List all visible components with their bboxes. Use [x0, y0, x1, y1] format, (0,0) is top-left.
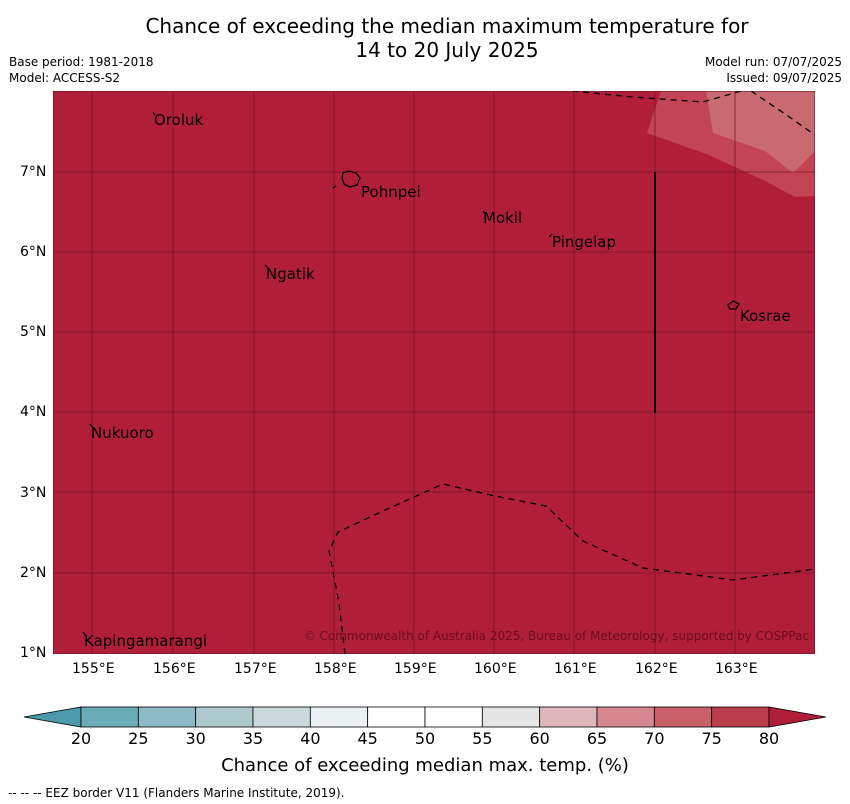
lon-tick-160e: 160°E — [474, 661, 517, 677]
colorbar-segment — [424, 706, 483, 728]
colorbar-segment — [539, 706, 598, 728]
lat-tick-4n: 4°N — [20, 404, 47, 420]
colorbar-tick-label: 75 — [701, 729, 722, 748]
pingelap-atoll — [548, 233, 553, 238]
base-period-text: Base period: 1981-2018 — [9, 55, 154, 69]
map-background — [53, 91, 815, 654]
mokil-atoll — [482, 210, 487, 216]
eez-borders — [328, 91, 815, 654]
colorbar-tick-label: 55 — [472, 729, 493, 748]
copyright-text: © Commonwealth of Australia 2025, Bureau… — [304, 629, 809, 643]
lon-tick-159e: 159°E — [394, 661, 437, 677]
kapingamarangi-atoll — [82, 631, 87, 637]
colorbar-segment — [80, 706, 139, 728]
lon-tick-157e: 157°E — [234, 661, 277, 677]
lon-tick-163e: 163°E — [715, 661, 758, 677]
title-line-1: Chance of exceeding the median maximum t… — [145, 14, 749, 38]
colorbar-tick-label: 65 — [586, 729, 608, 748]
shade-region-65 — [706, 91, 815, 173]
lat-tick-5n: 5°N — [20, 324, 47, 340]
colorbar-tick-label: 45 — [357, 729, 378, 748]
colorbar-segment — [711, 706, 770, 728]
colorbar-segment — [481, 706, 541, 728]
colorbar-extend-high — [768, 706, 826, 728]
lon-tick-161e: 161°E — [554, 661, 597, 677]
place-label-ngatik: Ngatik — [266, 265, 315, 283]
colorbar-title: Chance of exceeding median max. temp. (%… — [221, 755, 629, 776]
colorbar-tick-label: 80 — [758, 729, 780, 748]
colorbar-tick-label: 30 — [185, 729, 206, 748]
place-label-kosrae: Kosrae — [740, 307, 791, 325]
kosrae-island — [727, 300, 740, 310]
colorbar-segment — [596, 706, 655, 728]
colorbar-segment — [367, 706, 426, 728]
colorbar-segment — [653, 706, 713, 728]
colorbar-segment — [137, 706, 197, 728]
model-run-text: Model run: 07/07/2025 — [704, 55, 842, 69]
colorbar-tick-label: 50 — [414, 729, 436, 748]
nukuoro-atoll — [89, 423, 94, 429]
ngatik-atoll — [264, 264, 270, 270]
place-label-pohnpei: Pohnpei — [361, 183, 421, 201]
colorbar-segment — [309, 706, 369, 728]
model-text: Model: ACCESS-S2 — [9, 71, 121, 85]
lon-tick-162e: 162°E — [635, 661, 678, 677]
lon-tick-158e: 158°E — [314, 661, 357, 677]
place-label-oroluk: Oroluk — [154, 111, 203, 129]
colorbar-tick-label: 40 — [300, 729, 321, 748]
colorbar-tick-label: 35 — [242, 729, 264, 748]
colorbar-tick-label: 20 — [70, 729, 92, 748]
pohnpei-island — [341, 170, 361, 188]
title-line-2: 14 to 20 July 2025 — [355, 38, 539, 62]
colorbar-segment — [195, 706, 254, 728]
place-label-mokil: Mokil — [483, 209, 522, 227]
place-label-kapingamarangi: Kapingamarangi — [84, 632, 207, 650]
colorbar-segment — [252, 706, 311, 728]
colorbar-extend-low — [24, 706, 82, 728]
lat-tick-7n: 7°N — [20, 164, 47, 180]
issued-text: Issued: 09/07/2025 — [726, 71, 842, 85]
eez-footnote: -- -- -- EEZ border V11 (Flanders Marine… — [8, 786, 345, 800]
eez-border-northeast — [750, 91, 815, 136]
eez-border-south — [328, 483, 815, 654]
place-label-nukuoro: Nukuoro — [91, 424, 154, 442]
colorbar-tick-label: 25 — [128, 729, 149, 748]
lat-tick-1n: 1°N — [20, 645, 47, 661]
ant-atoll — [332, 185, 337, 189]
colorbar — [24, 706, 826, 728]
colorbar-tick-label: 60 — [529, 729, 550, 748]
lat-tick-2n: 2°N — [20, 565, 47, 581]
colorbar-tick-label: 70 — [644, 729, 665, 748]
lon-tick-156e: 156°E — [153, 661, 196, 677]
lat-tick-6n: 6°N — [20, 244, 47, 260]
place-label-pingelap: Pingelap — [552, 233, 616, 251]
lon-tick-155e: 155°E — [72, 661, 115, 677]
lat-tick-3n: 3°N — [20, 485, 47, 501]
oroluk-atoll — [152, 111, 156, 116]
forecast-map: Oroluk Pohnpei Mokil Pingelap Ngatik Kos… — [53, 91, 815, 654]
